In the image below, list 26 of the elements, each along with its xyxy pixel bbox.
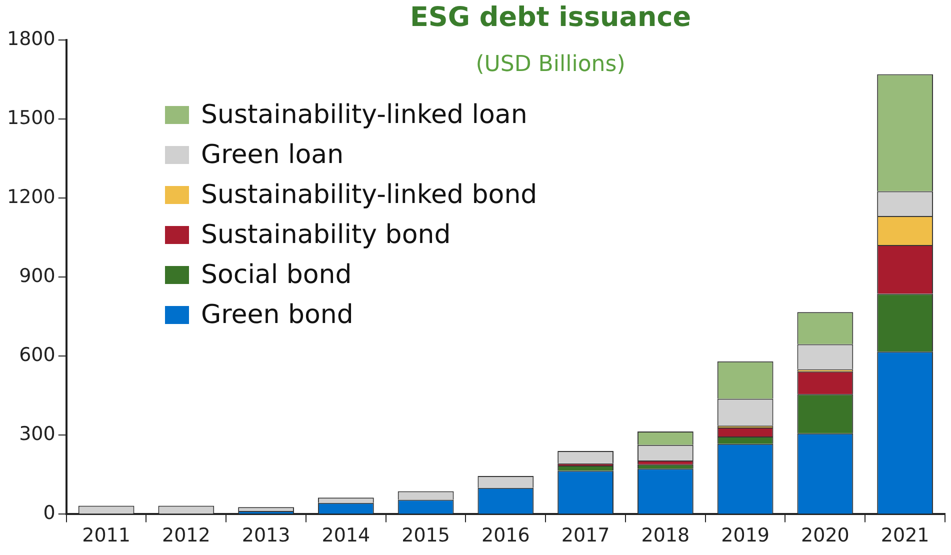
x-tick-label: 2015 <box>402 524 450 547</box>
y-tick-label: 1800 <box>6 28 56 50</box>
y-tick-label: 1500 <box>6 106 56 129</box>
legend-label: Social bond <box>201 260 352 290</box>
x-tick-label: 2013 <box>242 524 290 547</box>
x-tick-label: 2016 <box>481 524 530 547</box>
y-tick-label: 0 <box>43 502 56 524</box>
x-tick-label: 2021 <box>880 524 930 547</box>
text: (USD Billions) <box>474 52 626 77</box>
x-tick-label: 2017 <box>561 524 610 547</box>
legend-label: Green bond <box>201 300 354 330</box>
y-tick-label: 900 <box>19 265 56 288</box>
legend-label: Green loan <box>201 140 344 170</box>
y-tick-label: 1200 <box>6 186 56 208</box>
legend-label: Sustainability-linked bond <box>201 180 538 210</box>
x-tick-label: 2012 <box>162 524 210 547</box>
x-tick-label: 2011 <box>82 524 130 547</box>
legend-label: Sustainability-linked loan <box>201 100 528 130</box>
legend-label: Sustainability bond <box>201 220 451 250</box>
x-tick-label: 2020 <box>801 524 850 547</box>
y-tick-label: 300 <box>19 423 56 446</box>
chart-title: ESG debt issuance <box>410 2 692 33</box>
x-tick-label: 2014 <box>322 524 370 547</box>
y-tick-label: 600 <box>19 344 56 366</box>
x-tick-label: 2019 <box>721 524 770 547</box>
x-tick-label: 2018 <box>641 524 690 547</box>
